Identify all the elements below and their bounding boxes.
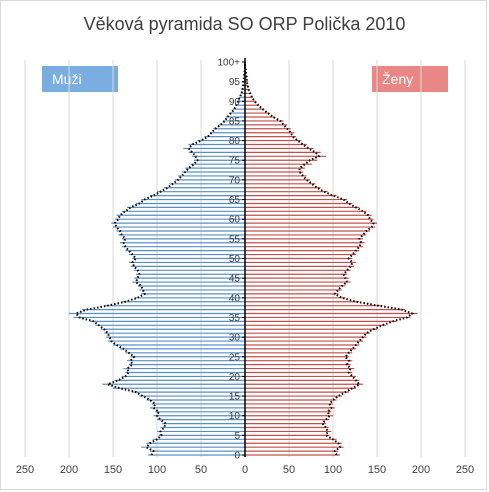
age-label: 95 xyxy=(229,77,241,88)
women-dotted-line xyxy=(244,62,415,456)
age-labels: 0 5 10 15 20 25 30 35 40 45 50 55 60 65 70 75 80 85 90 95 10… xyxy=(217,57,240,461)
men-bars xyxy=(69,73,245,456)
x-tick-label: 250 xyxy=(16,464,34,476)
center-axis xyxy=(242,58,246,457)
age-label: 15 xyxy=(229,392,241,403)
age-label: 35 xyxy=(229,313,241,324)
x-tick-label: 150 xyxy=(104,464,122,476)
dotted-outline xyxy=(74,62,415,456)
age-label: 0 xyxy=(234,451,240,462)
men-dotted-line xyxy=(74,62,246,456)
age-label: 20 xyxy=(229,372,241,383)
x-tick-label: 100 xyxy=(324,464,342,476)
legend-men: Muži xyxy=(42,66,118,92)
age-label: 70 xyxy=(229,175,241,186)
x-tick-label: 100 xyxy=(148,464,166,476)
age-label: 30 xyxy=(229,333,241,344)
age-label: 60 xyxy=(229,215,241,226)
women-bars xyxy=(245,69,418,456)
age-label: 90 xyxy=(229,97,241,108)
age-label: 40 xyxy=(229,293,241,304)
age-label: 50 xyxy=(229,254,241,265)
age-label: 10 xyxy=(229,411,241,422)
age-label: 45 xyxy=(229,274,241,285)
legend-women: Ženy xyxy=(372,66,448,92)
x-tick-label: 200 xyxy=(60,464,78,476)
age-label: 65 xyxy=(229,195,241,206)
age-label: 55 xyxy=(229,234,241,245)
age-label: 80 xyxy=(229,136,241,147)
age-label: 25 xyxy=(229,352,241,363)
age-label: 100+ xyxy=(217,57,240,68)
age-label: 85 xyxy=(229,116,241,127)
x-tick-labels: 250 200 150 100 50 0 50 100 150 200 250 xyxy=(16,464,474,476)
x-tick-label: 200 xyxy=(412,464,430,476)
x-tick-label: 0 xyxy=(242,464,248,476)
age-label: 5 xyxy=(234,431,240,442)
x-tick-label: 150 xyxy=(368,464,386,476)
age-label: 75 xyxy=(229,156,241,167)
chart-title: Věková pyramida SO ORP Polička 2010 xyxy=(83,14,406,34)
x-tick-label: 50 xyxy=(283,464,295,476)
x-tick-label: 50 xyxy=(195,464,207,476)
x-tick-label: 250 xyxy=(456,464,474,476)
